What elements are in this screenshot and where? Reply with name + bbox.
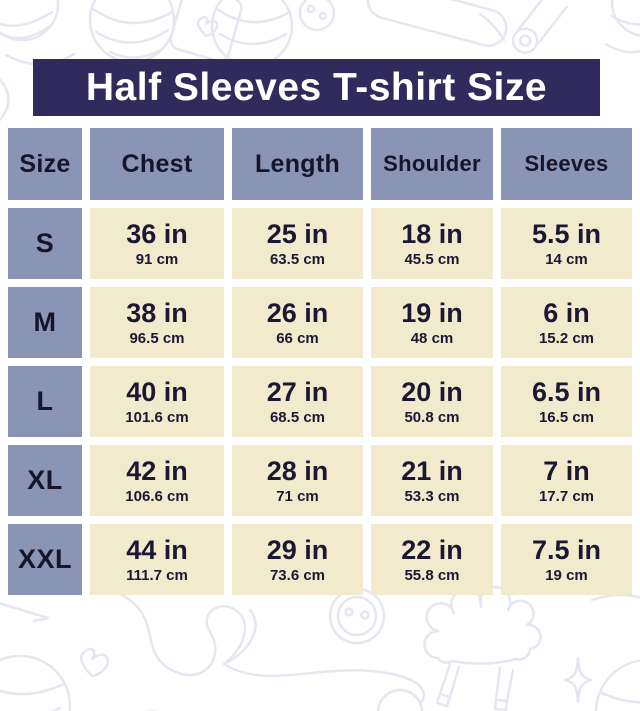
value-cm: 50.8 cm [404, 408, 460, 426]
page-title: Half Sleeves T-shirt Size [33, 59, 600, 116]
knitting-needle-icon [0, 602, 50, 623]
value-cm: 91 cm [135, 250, 179, 268]
column-header-shoulder: Shoulder [371, 128, 493, 200]
value-cm: 16.5 cm [538, 408, 595, 426]
value-cm: 15.2 cm [538, 329, 595, 347]
value-cm: 45.5 cm [404, 250, 460, 268]
yarn-ball-icon [376, 688, 424, 711]
size-label-xl: XL [8, 445, 82, 516]
size-label-l: L [8, 366, 82, 437]
size-table: Size Chest Length Shoulder Sleeves S 36 … [8, 128, 632, 595]
value-cm: 106.6 cm [125, 487, 189, 505]
size-label-s: S [8, 208, 82, 279]
value-cm: 63.5 cm [269, 250, 326, 268]
cell-xxl-sleeves: 7.5 in 19 cm [501, 524, 632, 595]
cell-m-chest: 38 in 96.5 cm [90, 287, 224, 358]
cell-m-sleeves: 6 in 15.2 cm [501, 287, 632, 358]
value-cm: 19 cm [545, 566, 588, 584]
cell-m-length: 26 in 66 cm [232, 287, 363, 358]
thread-heart-icon [114, 590, 426, 706]
cell-s-length: 25 in 63.5 cm [232, 208, 363, 279]
value-inches: 18 in [401, 219, 463, 250]
cell-xl-chest: 42 in 106.6 cm [90, 445, 224, 516]
column-header-size: Size [8, 128, 82, 200]
value-inches: 44 in [126, 535, 188, 566]
cell-xxl-shoulder: 22 in 55.8 cm [371, 524, 493, 595]
value-cm: 55.8 cm [404, 566, 460, 584]
value-inches: 7.5 in [531, 535, 602, 566]
yarn-ball-icon [0, 0, 76, 66]
cell-s-shoulder: 18 in 45.5 cm [371, 208, 493, 279]
value-inches: 20 in [401, 377, 463, 408]
cell-s-chest: 36 in 91 cm [90, 208, 224, 279]
value-inches: 38 in [126, 298, 188, 329]
value-inches: 28 in [266, 456, 329, 487]
value-inches: 40 in [126, 377, 188, 408]
cell-l-shoulder: 20 in 50.8 cm [371, 366, 493, 437]
column-header-length: Length [232, 128, 363, 200]
value-cm: 68.5 cm [269, 408, 326, 426]
value-inches: 29 in [266, 535, 329, 566]
button-icon [298, 0, 336, 32]
value-inches: 21 in [401, 456, 463, 487]
cell-m-shoulder: 19 in 48 cm [371, 287, 493, 358]
column-header-sleeves: Sleeves [501, 128, 632, 200]
curve-doodle-icon [0, 78, 10, 122]
value-cm: 111.7 cm [126, 566, 188, 584]
value-inches: 36 in [126, 219, 188, 250]
value-inches: 6.5 in [531, 377, 602, 408]
column-header-chest: Chest [90, 128, 224, 200]
value-cm: 17.7 cm [538, 487, 595, 505]
cell-l-chest: 40 in 101.6 cm [90, 366, 224, 437]
safety-pin-icon [511, 0, 568, 54]
cell-xxl-chest: 44 in 111.7 cm [90, 524, 224, 595]
value-cm: 14 cm [545, 250, 588, 268]
value-cm: 96.5 cm [129, 329, 185, 347]
cell-s-sleeves: 5.5 in 14 cm [501, 208, 632, 279]
cell-l-length: 27 in 68.5 cm [232, 366, 363, 437]
cell-l-sleeves: 6.5 in 16.5 cm [501, 366, 632, 437]
value-inches: 42 in [126, 456, 188, 487]
value-cm: 101.6 cm [125, 408, 189, 426]
cell-xl-length: 28 in 71 cm [232, 445, 363, 516]
yarn-skein-icon [88, 0, 294, 68]
sheep-icon [423, 585, 542, 711]
cell-xxl-length: 29 in 73.6 cm [232, 524, 363, 595]
size-label-xxl: XXL [8, 524, 82, 595]
value-cm: 71 cm [276, 487, 319, 505]
value-cm: 73.6 cm [269, 566, 326, 584]
cell-xl-shoulder: 21 in 53.3 cm [371, 445, 493, 516]
size-label-m: M [8, 287, 82, 358]
value-inches: 22 in [401, 535, 463, 566]
value-cm: 66 cm [276, 329, 319, 347]
knitting-needle-icon [366, 0, 508, 47]
value-inches: 6 in [543, 298, 590, 329]
cell-xl-sleeves: 7 in 17.7 cm [501, 445, 632, 516]
value-cm: 48 cm [410, 329, 454, 347]
value-inches: 25 in [266, 219, 329, 250]
value-inches: 27 in [266, 377, 329, 408]
value-inches: 19 in [401, 298, 463, 329]
heart-icon [80, 647, 109, 678]
value-cm: 53.3 cm [404, 487, 460, 505]
button-icon [328, 587, 386, 645]
value-inches: 5.5 in [531, 219, 602, 250]
yarn-ball-icon [590, 593, 640, 711]
yarn-ball-icon [604, 0, 640, 54]
yarn-ball-icon [0, 654, 162, 711]
sparkle-icon [563, 656, 593, 704]
value-inches: 7 in [543, 456, 590, 487]
value-inches: 26 in [266, 298, 329, 329]
